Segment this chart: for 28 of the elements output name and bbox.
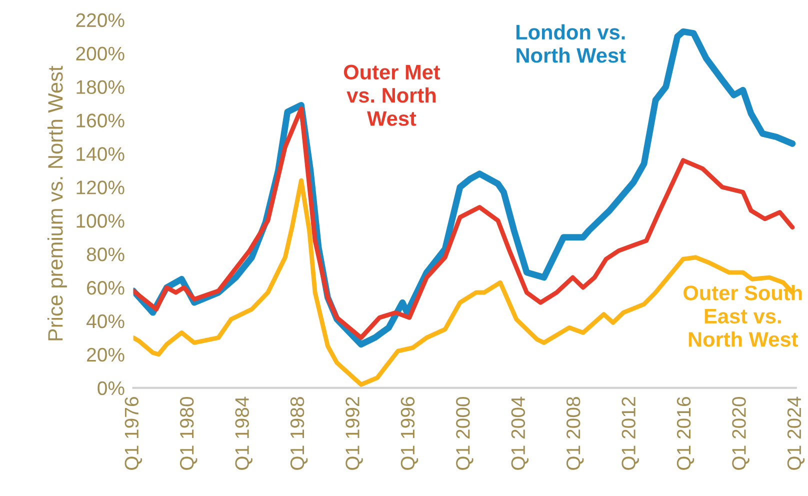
x-tick-label: Q1 1988 [290,397,308,470]
x-tick-label: Q1 1992 [346,397,363,470]
y-tick-label: 180% [76,80,124,94]
x-tick-label: Q1 1976 [124,397,142,470]
y-tick-label: 80% [86,248,124,262]
x-tick-label: Q1 1980 [180,396,198,470]
y-tick-label: 120% [76,180,124,194]
y-tick-label: 20% [87,348,124,362]
text: London vs. North West [516,24,626,63]
x-tick-label: Q1 2000 [456,396,474,470]
y-tick-label: 60% [87,280,124,295]
x-tick-label: Q1 2024 [787,396,805,470]
series-label: Outer Met vs. North West [344,64,440,126]
y-tick-label: 0% [98,381,124,396]
y-axis-title: Price premium vs. North West [48,66,67,340]
y-tick-label: 160% [76,114,124,128]
x-tick-label: Q1 2016 [676,397,694,470]
y-tick-label: 140% [76,147,124,161]
x-tick-label: Q1 1996 [400,397,418,470]
y-tick-label: 100% [76,214,124,228]
y-tick-label: 220% [76,13,124,28]
x-tick-label: Q1 1984 [235,396,252,470]
x-tick-label: Q1 2012 [622,397,639,470]
x-tick-label: Q1 2020 [732,396,750,470]
x-tick-label: Q1 2008 [566,397,584,470]
y-tick-label: 40% [86,314,124,328]
y-tick-label: 200% [76,46,124,61]
x-tick-label: Q1 2004 [511,396,529,470]
